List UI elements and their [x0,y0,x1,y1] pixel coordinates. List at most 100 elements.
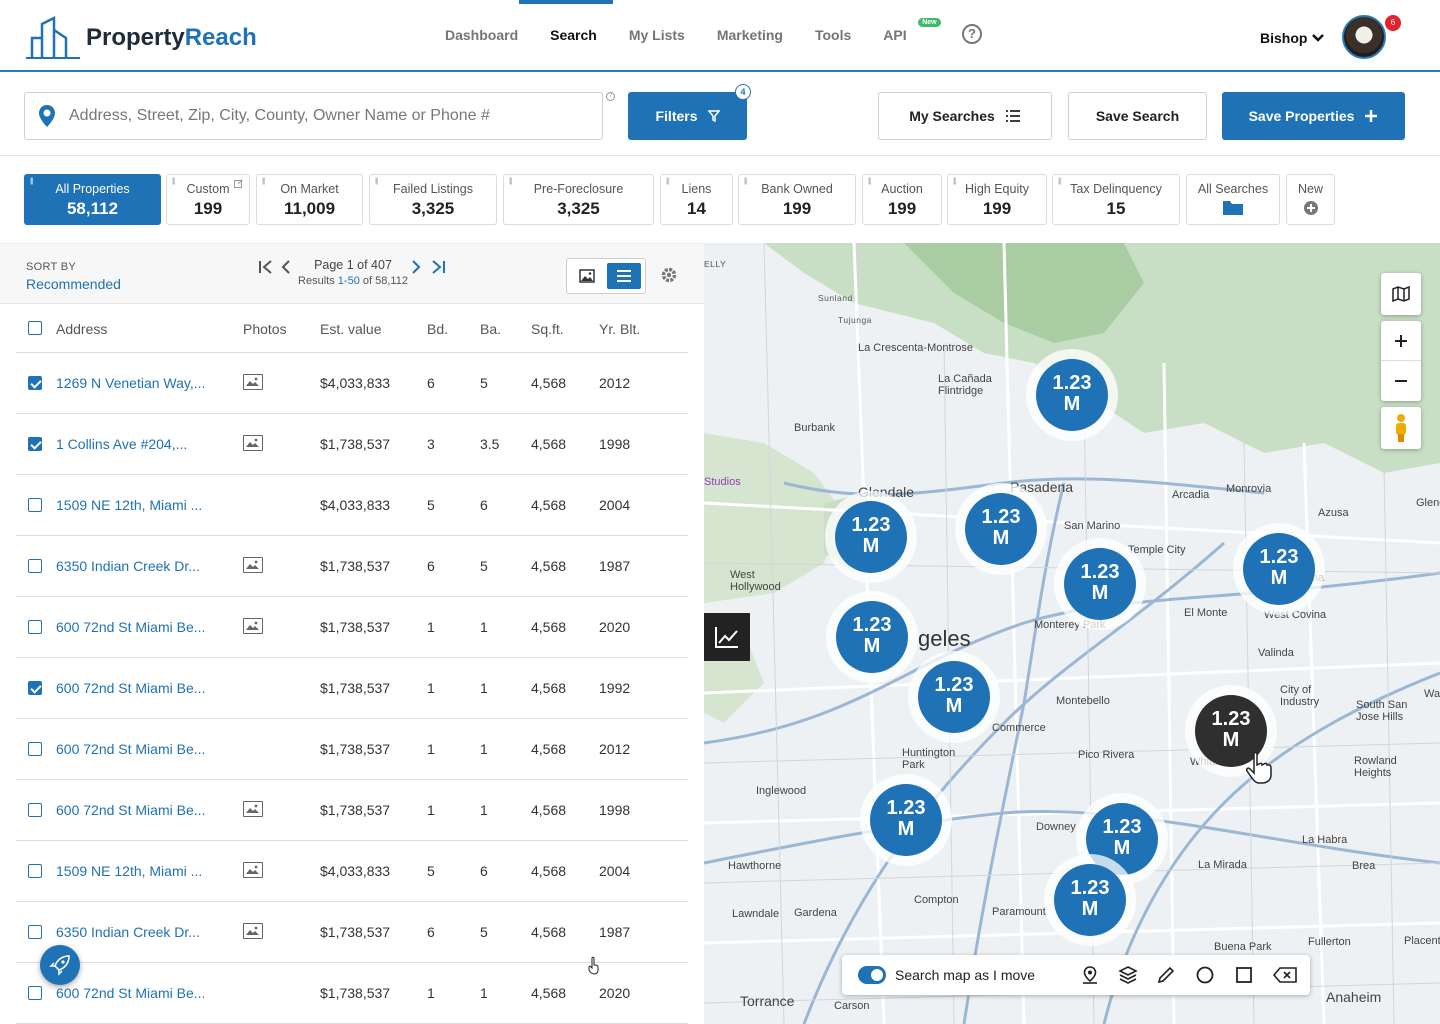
photo-icon[interactable] [243,618,263,634]
list-view-button[interactable] [607,263,641,289]
tab-failed-listings[interactable]: ||| Failed Listings 3,325 [369,174,497,225]
tab-all-searches[interactable]: All Searches [1186,174,1280,225]
column-photos[interactable]: Photos [243,321,287,337]
first-page-icon[interactable] [258,259,274,275]
column-bathrooms[interactable]: Ba. [480,321,502,337]
column-bedrooms[interactable]: Bd. [427,321,449,337]
photo-icon[interactable] [243,923,263,939]
drag-handle-icon[interactable]: ||| [666,178,670,185]
property-cluster[interactable]: 1.23 M [836,601,908,673]
address-link[interactable]: 600 72nd St Miami Be... [56,619,206,635]
tab-bank-owned[interactable]: ||| Bank Owned 199 [738,174,856,225]
address-link[interactable]: 600 72nd St Miami Be... [56,802,206,818]
property-cluster[interactable]: 1.23 M [1054,864,1126,936]
logo[interactable]: PropertyReach [24,16,257,60]
property-cluster[interactable]: 1.23 M [1064,548,1136,620]
search-input[interactable] [69,107,569,125]
zoom-out-button[interactable] [1381,361,1421,401]
prev-page-icon[interactable] [280,259,292,275]
property-cluster[interactable]: 1.23 M [1243,533,1315,605]
my-searches-button[interactable]: My Searches [878,92,1052,140]
property-cluster[interactable]: 1.23 M [1086,803,1158,875]
table-row[interactable]: 1509 NE 12th, Miami ... $4,033,833 5 6 4,568… [16,841,688,902]
table-row[interactable]: 600 72nd St Miami Be... $1,738,537 1 1 4,568… [16,658,688,719]
street-view-button[interactable] [1381,407,1421,449]
column-sqft[interactable]: Sq.ft. [531,321,564,337]
tab-tax-delinquency[interactable]: ||| Tax Delinquency 15 [1052,174,1180,225]
gallery-view-button[interactable] [571,263,603,289]
drag-handle-icon[interactable]: ||| [30,178,34,185]
tab-custom[interactable]: ||| Custom 199 [166,174,250,225]
tab-on-market[interactable]: ||| On Market 11,009 [256,174,363,225]
search-as-move-toggle[interactable] [858,966,886,984]
row-checkbox[interactable] [28,620,42,634]
drag-handle-icon[interactable]: ||| [744,178,748,185]
save-search-button[interactable]: Save Search [1068,92,1207,140]
drag-handle-icon[interactable]: ||| [953,178,957,185]
rectangle-draw-icon[interactable] [1234,965,1254,985]
column-year-built[interactable]: Yr. Blt. [599,321,641,337]
edit-icon[interactable] [234,179,243,188]
property-cluster[interactable]: 1.23 M [870,784,942,856]
property-cluster[interactable]: 1.23 M [965,493,1037,565]
rocket-button[interactable] [40,945,80,985]
column-est-value[interactable]: Est. value [320,321,382,337]
address-link[interactable]: 1509 NE 12th, Miami ... [56,497,203,513]
last-page-icon[interactable] [430,259,446,275]
column-address[interactable]: Address [56,321,108,337]
next-page-icon[interactable] [410,259,422,275]
row-checkbox[interactable] [28,498,42,512]
drag-handle-icon[interactable]: ||| [375,178,379,185]
gear-icon[interactable] [660,266,678,284]
drag-handle-icon[interactable]: ||| [172,178,176,185]
table-row[interactable]: 1 Collins Ave #204,... $1,738,537 3 3.5 4,56… [16,414,688,475]
chart-toggle-button[interactable] [704,613,750,661]
pencil-icon[interactable] [1156,965,1176,985]
photo-icon[interactable] [243,862,263,878]
tab-liens[interactable]: ||| Liens 14 [660,174,733,225]
address-link[interactable]: 1509 NE 12th, Miami ... [56,863,203,879]
map-view[interactable]: ELLY Sunland Tujunga La Crescenta-Montro… [704,243,1440,1024]
row-checkbox[interactable] [28,803,42,817]
row-checkbox[interactable] [28,864,42,878]
select-all-checkbox[interactable] [28,321,42,335]
nav-tools[interactable]: Tools [814,27,852,43]
location-pin-icon[interactable] [1080,965,1100,985]
clear-shapes-icon[interactable] [1272,965,1298,985]
row-checkbox[interactable] [28,559,42,573]
info-icon[interactable]: ? [606,92,615,101]
address-link[interactable]: 6350 Indian Creek Dr... [56,558,200,574]
drag-handle-icon[interactable]: ||| [868,178,872,185]
address-link[interactable]: 1 Collins Ave #204,... [56,436,188,452]
property-cluster[interactable]: 1.23 M [1036,359,1108,431]
table-row[interactable]: 1509 NE 12th, Miami ... $4,033,833 5 6 4,568… [16,475,688,536]
table-row[interactable]: 600 72nd St Miami Be... $1,738,537 1 1 4,568… [16,719,688,780]
user-menu[interactable]: Bishop [1260,30,1325,46]
map-type-button[interactable] [1381,273,1421,315]
drag-handle-icon[interactable]: ||| [509,178,513,185]
search-box[interactable] [24,92,603,140]
nav-dashboard[interactable]: Dashboard [445,27,519,43]
tab-high-equity[interactable]: ||| High Equity 199 [947,174,1047,225]
layers-icon[interactable] [1118,965,1138,985]
tab-pre-foreclosure[interactable]: ||| Pre-Foreclosure 3,325 [503,174,654,225]
property-cluster[interactable]: 1.23 M [918,661,990,733]
address-link[interactable]: 600 72nd St Miami Be... [56,680,206,696]
photo-icon[interactable] [243,374,263,390]
row-checkbox[interactable] [28,437,42,451]
row-checkbox[interactable] [28,986,42,1000]
avatar[interactable] [1342,15,1386,59]
nav-api[interactable]: API New [867,0,941,70]
address-link[interactable]: 600 72nd St Miami Be... [56,741,206,757]
address-link[interactable]: 1269 N Venetian Way,... [56,375,206,391]
address-link[interactable]: 600 72nd St Miami Be... [56,985,206,1001]
address-link[interactable]: 6350 Indian Creek Dr... [56,924,200,940]
nav-my-lists[interactable]: My Lists [628,27,685,43]
help-icon[interactable]: ? [962,24,982,44]
table-row[interactable]: 6350 Indian Creek Dr... $1,738,537 6 5 4,568… [16,536,688,597]
tab-auction[interactable]: ||| Auction 199 [862,174,942,225]
nav-marketing[interactable]: Marketing [716,27,783,43]
circle-draw-icon[interactable] [1195,965,1215,985]
row-checkbox[interactable] [28,742,42,756]
table-row[interactable]: 600 72nd St Miami Be... $1,738,537 1 1 4,568… [16,780,688,841]
